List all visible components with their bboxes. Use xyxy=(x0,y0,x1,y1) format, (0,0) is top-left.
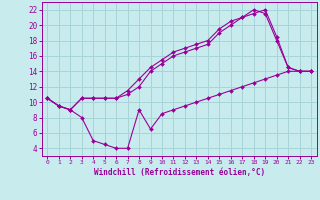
X-axis label: Windchill (Refroidissement éolien,°C): Windchill (Refroidissement éolien,°C) xyxy=(94,168,265,177)
